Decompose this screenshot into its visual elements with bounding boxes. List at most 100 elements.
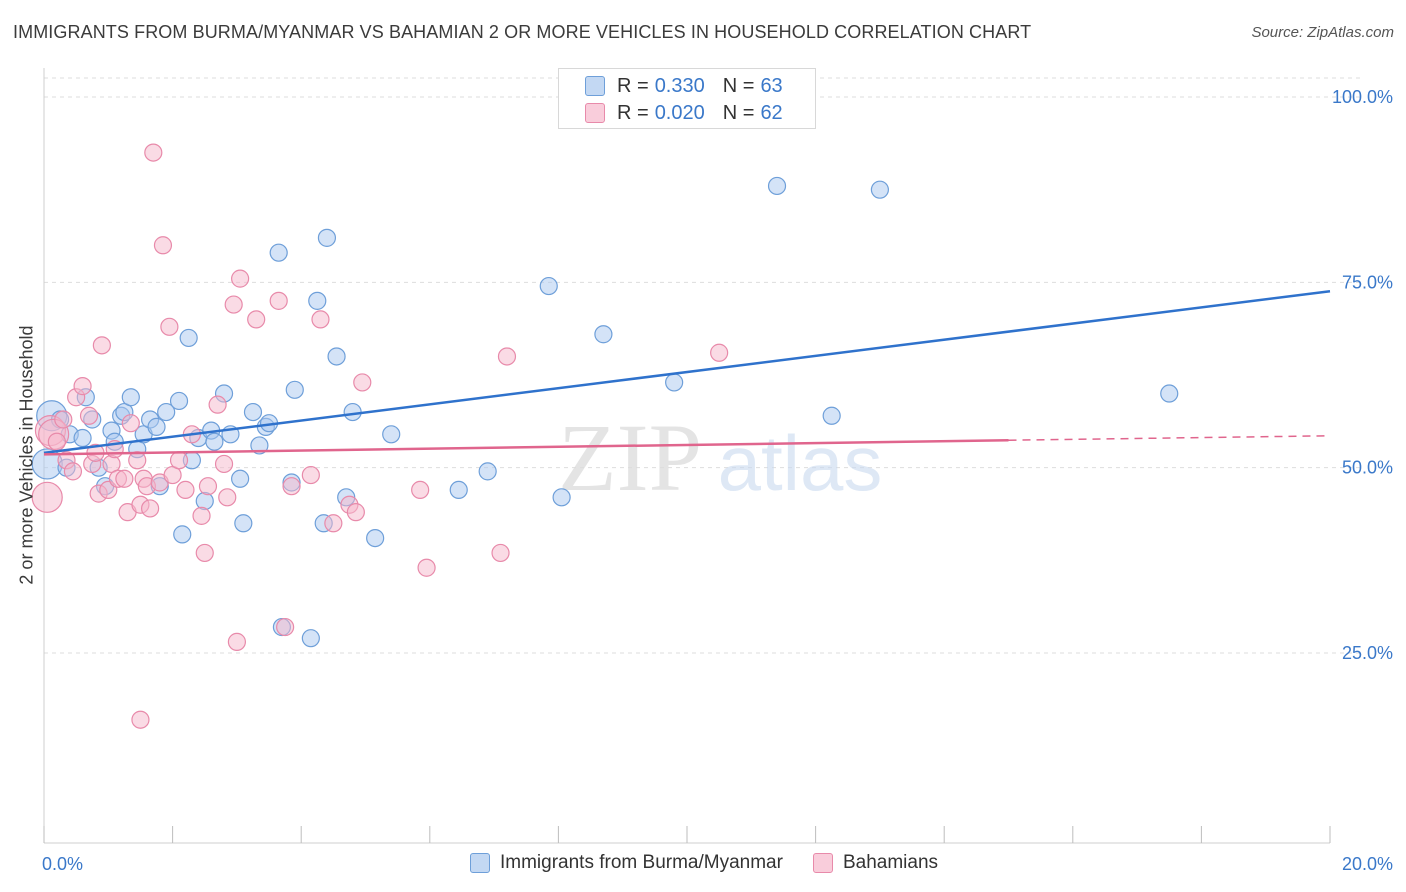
point-bahamian xyxy=(198,477,218,496)
point-bahamian xyxy=(311,310,330,329)
point-burma xyxy=(870,180,890,199)
legend-label-bahamians: Bahamians xyxy=(842,852,939,873)
trend-line-bahamians-extension xyxy=(1008,435,1331,441)
point-burma xyxy=(73,428,92,448)
trend-lines xyxy=(43,289,1331,456)
watermark-zip: ZIP xyxy=(558,404,702,511)
point-burma xyxy=(157,402,176,422)
point-bahamian xyxy=(128,451,147,470)
point-burma xyxy=(301,629,320,648)
point-bahamian xyxy=(160,317,179,336)
point-burma xyxy=(382,425,401,444)
gridlines xyxy=(44,77,1364,654)
point-burma xyxy=(767,176,787,196)
legend-n-value: 63 xyxy=(760,74,783,97)
point-burma xyxy=(366,528,385,548)
legend-item-burma: Immigrants from Burma/Myanmar xyxy=(470,852,783,874)
point-bahamian xyxy=(710,343,729,362)
point-burma xyxy=(478,462,497,481)
point-burma xyxy=(269,243,288,262)
point-burma xyxy=(308,291,327,310)
point-bahamian xyxy=(195,543,214,563)
series-legend: Immigrants from Burma/Myanmar Bahamians xyxy=(470,852,968,874)
point-bahamian xyxy=(346,503,365,522)
tick-labels: 25.0% 50.0% 75.0% 100.0% 0.0% 20.0% xyxy=(42,87,1393,874)
point-bahamian xyxy=(31,481,63,513)
point-burma xyxy=(205,432,224,451)
point-burma xyxy=(169,391,189,411)
source-label: Source: ZipAtlas.com xyxy=(1251,24,1394,41)
point-bahamian xyxy=(131,710,150,729)
point-burma xyxy=(665,373,684,392)
y-tick-label: 100.0% xyxy=(1332,87,1393,107)
legend-swatch-blue xyxy=(585,76,605,96)
point-burma xyxy=(243,402,263,422)
point-bahamian xyxy=(231,269,250,288)
point-bahamian xyxy=(115,469,134,488)
point-bahamian xyxy=(169,451,189,470)
point-bahamian xyxy=(176,480,195,500)
legend-n-value: 62 xyxy=(760,101,783,124)
point-burma xyxy=(147,417,166,436)
point-burma xyxy=(121,388,140,407)
point-bahamian xyxy=(497,347,517,366)
point-bahamian xyxy=(282,477,301,496)
legend-row-pink: R = 0.020 N = 62 xyxy=(585,100,783,126)
legend-label-burma: Immigrants from Burma/Myanmar xyxy=(500,852,783,873)
point-burma xyxy=(179,328,198,348)
point-burma xyxy=(552,488,571,507)
x-tick-label-min: 0.0% xyxy=(42,854,83,874)
point-bahamian xyxy=(79,406,99,425)
point-burma xyxy=(822,406,841,425)
chart-title: IMMIGRANTS FROM BURMA/MYANMAR VS BAHAMIA… xyxy=(13,22,1032,42)
point-burma xyxy=(250,436,269,455)
legend-swatch-bahamians xyxy=(812,853,833,873)
stats-legend: R = 0.330 N = 63 R = 0.020 N = 62 xyxy=(558,68,816,129)
point-bahamian xyxy=(353,373,372,392)
point-burma xyxy=(594,325,613,344)
point-bahamian xyxy=(153,236,173,255)
legend-item-bahamians: Bahamians xyxy=(812,852,939,874)
point-bahamian xyxy=(324,514,343,533)
point-bahamian xyxy=(144,143,163,162)
x-tick-label-max: 20.0% xyxy=(1342,854,1393,874)
point-bahamian xyxy=(214,454,234,474)
point-burma xyxy=(231,469,250,488)
point-bahamian xyxy=(224,295,243,314)
point-bahamian xyxy=(301,465,320,485)
watermark-atlas: atlas xyxy=(718,419,883,507)
point-bahamian xyxy=(417,558,436,577)
legend-n-label: N = xyxy=(722,101,755,124)
point-bahamian xyxy=(192,506,211,525)
legend-swatch-burma xyxy=(470,853,490,873)
point-bahamian xyxy=(218,488,237,507)
point-burma xyxy=(449,480,468,500)
point-bahamian xyxy=(276,617,295,637)
point-burma xyxy=(173,525,192,544)
point-bahamian xyxy=(54,410,73,429)
trend-line-burma xyxy=(43,289,1331,455)
y-tick-label: 50.0% xyxy=(1342,458,1393,478)
point-bahamian xyxy=(73,377,92,396)
point-bahamian xyxy=(63,462,83,481)
point-bahamian xyxy=(47,432,66,451)
y-axis-label: 2 or more Vehicles in Household xyxy=(16,325,37,585)
point-bahamian xyxy=(140,499,160,518)
point-burma xyxy=(327,347,346,366)
point-bahamian xyxy=(491,543,510,563)
legend-row-blue: R = 0.330 N = 63 xyxy=(585,73,783,99)
watermark: ZIP atlas xyxy=(558,404,882,511)
point-bahamian xyxy=(121,414,140,433)
point-bahamian xyxy=(411,480,430,500)
point-bahamian xyxy=(227,632,246,651)
point-burma xyxy=(317,228,337,247)
point-burma xyxy=(234,514,253,533)
legend-n-label: N = xyxy=(722,74,755,97)
legend-r-value: 0.330 xyxy=(654,74,705,97)
point-bahamian xyxy=(247,310,266,329)
point-bahamian xyxy=(92,336,111,355)
y-tick-label: 75.0% xyxy=(1342,272,1393,292)
point-burma xyxy=(1160,384,1179,403)
point-burma xyxy=(539,276,558,296)
